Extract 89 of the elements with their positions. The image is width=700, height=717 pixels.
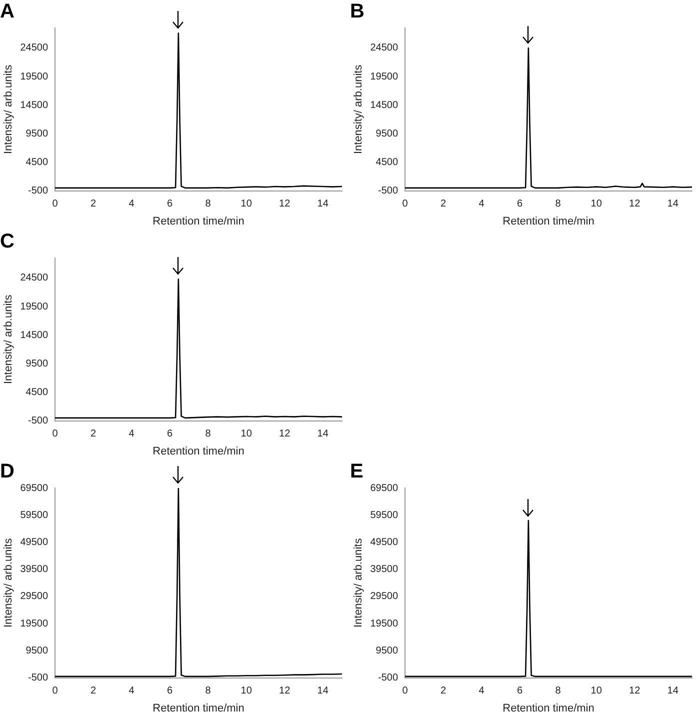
x-tick-label: 0 — [52, 198, 58, 210]
y-tick-label: 19500 — [20, 618, 48, 630]
x-tick-label: 2 — [90, 428, 96, 440]
x-tick-label: 0 — [402, 686, 408, 697]
x-tick-label: 14 — [667, 198, 679, 210]
x-tick-label: 10 — [240, 198, 252, 210]
y-tick-label: 29500 — [370, 591, 398, 602]
x-tick-label: 0 — [52, 428, 58, 440]
y-tick-label: 14500 — [370, 100, 398, 111]
y-tick-label: 14500 — [20, 330, 48, 341]
x-axis-title: Retention time/min — [152, 215, 244, 228]
x-tick-label: 6 — [167, 686, 174, 697]
y-axis-title: Intensity/ arb.units — [2, 294, 15, 384]
y-tick-label: 19500 — [370, 71, 398, 82]
x-tick-label: 6 — [517, 686, 524, 697]
y-tick-label: 4500 — [376, 156, 398, 168]
y-tick-label: 19500 — [20, 71, 48, 82]
x-tick-label: 12 — [279, 428, 291, 440]
y-tick-label: -500 — [28, 672, 48, 684]
x-tick-label: 10 — [590, 686, 602, 697]
y-tick-label: 24500 — [370, 42, 398, 54]
x-tick-label: 6 — [517, 198, 524, 210]
x-axis-title: Retention time/min — [152, 445, 244, 458]
x-tick-label: 4 — [128, 686, 135, 697]
y-tick-label: 39500 — [20, 564, 48, 576]
x-tick-label: 14 — [667, 686, 679, 697]
x-tick-label: 4 — [128, 428, 135, 440]
x-tick-label: 2 — [440, 198, 446, 210]
y-axis-title: Intensity/ arb.units — [352, 538, 365, 628]
x-tick-label: 0 — [52, 686, 58, 697]
x-tick-label: 0 — [402, 198, 408, 210]
y-tick-label: 39500 — [370, 564, 398, 576]
x-tick-label: 14 — [317, 428, 329, 440]
x-tick-label: 2 — [90, 198, 96, 210]
y-axis-title: Intensity/ arb.units — [2, 538, 15, 628]
x-tick-label: 6 — [167, 198, 174, 210]
y-tick-label: 14500 — [20, 100, 48, 111]
y-tick-label: 24500 — [20, 42, 48, 54]
x-tick-label: 4 — [478, 686, 485, 697]
x-tick-label: 10 — [590, 198, 602, 210]
y-tick-label: 49500 — [370, 536, 398, 548]
x-tick-label: 10 — [240, 686, 252, 697]
y-tick-label: -500 — [378, 186, 398, 197]
y-tick-label: 69500 — [20, 482, 48, 494]
y-tick-label: 49500 — [20, 536, 48, 548]
chart-title: C — [0, 230, 14, 253]
y-tick-label: 59500 — [370, 510, 398, 521]
x-tick-label: 12 — [629, 198, 641, 210]
x-tick-label: 4 — [478, 198, 485, 210]
y-tick-label: 9500 — [376, 128, 398, 140]
y-tick-label: 9500 — [26, 358, 48, 370]
y-tick-label: 59500 — [20, 510, 48, 521]
y-tick-label: 24500 — [20, 272, 48, 284]
y-tick-label: 69500 — [370, 482, 398, 494]
x-axis-title: Retention time/min — [152, 702, 244, 714]
chart-title: B — [350, 0, 364, 23]
x-axis-title: Retention time/min — [502, 215, 594, 228]
x-tick-label: 6 — [167, 428, 174, 440]
y-axis-title: Intensity/ arb.units — [352, 64, 365, 154]
y-tick-label: 4500 — [26, 156, 48, 168]
x-tick-label: 14 — [317, 686, 329, 697]
chart-title: A — [0, 0, 14, 23]
y-tick-label: 19500 — [370, 618, 398, 630]
chart-title: E — [350, 460, 364, 483]
y-tick-label: -500 — [378, 672, 398, 684]
x-tick-label: 8 — [555, 686, 562, 697]
x-tick-label: 12 — [629, 686, 641, 697]
x-tick-label: 2 — [440, 686, 446, 697]
x-tick-label: 10 — [240, 428, 252, 440]
x-tick-label: 8 — [555, 198, 562, 210]
y-tick-label: -500 — [28, 186, 48, 197]
y-tick-label: 4500 — [26, 386, 48, 398]
y-axis-title: Intensity/ arb.units — [2, 64, 15, 154]
y-tick-label: -500 — [28, 416, 48, 427]
x-tick-label: 8 — [205, 686, 212, 697]
y-tick-label: 9500 — [26, 645, 48, 656]
y-tick-label: 29500 — [20, 591, 48, 602]
x-tick-label: 12 — [279, 686, 291, 697]
x-tick-label: 2 — [90, 686, 96, 697]
x-tick-label: 14 — [317, 198, 329, 210]
x-tick-label: 4 — [128, 198, 135, 210]
x-axis-title: Retention time/min — [502, 702, 594, 714]
chart-title: D — [0, 460, 14, 483]
x-tick-label: 8 — [205, 198, 212, 210]
y-tick-label: 9500 — [376, 645, 398, 656]
y-tick-label: 19500 — [20, 301, 48, 312]
x-tick-label: 8 — [205, 428, 212, 440]
y-tick-label: 9500 — [26, 128, 48, 140]
x-tick-label: 12 — [279, 198, 291, 210]
